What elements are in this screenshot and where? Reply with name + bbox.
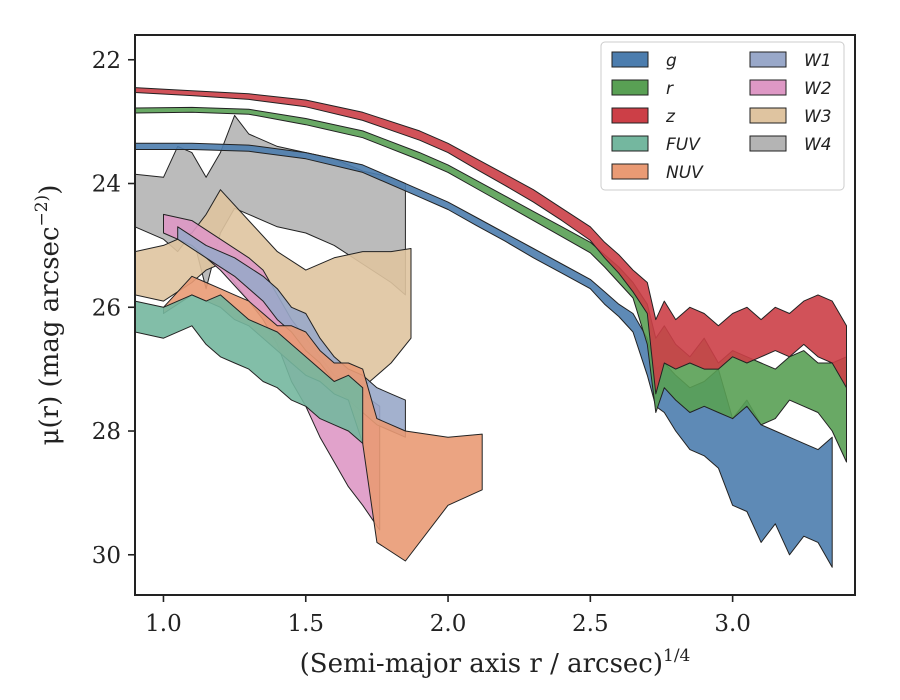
y-axis: 22 24 26 28 30 [92, 48, 135, 569]
legend-swatch-g [611, 51, 649, 68]
x-axis: 1.0 1.5 2.0 2.5 3.0 [145, 595, 751, 637]
band-r [135, 106, 847, 463]
x-axis-title: (Semi-major axis r / arcsec)1/4 [300, 646, 691, 679]
y-tick-label: 26 [92, 295, 121, 321]
legend-swatch-fuv [611, 135, 649, 152]
legend-label-w4: W4 [804, 135, 832, 155]
x-tick-label: 2.5 [572, 611, 609, 637]
x-tick-label: 2.0 [430, 611, 467, 637]
x-tick-label: 1.5 [287, 611, 324, 637]
legend-swatch-w4 [749, 135, 787, 152]
y-tick-label: 28 [92, 419, 121, 445]
legend-swatch-nuv [611, 163, 649, 180]
legend-label-fuv: FUV [666, 135, 701, 155]
band-z [135, 87, 847, 395]
y-tick-label: 22 [92, 48, 121, 74]
legend-swatch-r [611, 79, 649, 96]
legend-label-w1: W1 [804, 51, 832, 71]
legend-label-z: z [665, 107, 676, 127]
legend-label-w3: W3 [804, 107, 832, 127]
band-g [135, 142, 833, 568]
y-axis-title: μ(r) (mag arcsec−2)) [32, 185, 65, 446]
x-tick-label: 1.0 [145, 611, 182, 637]
legend-label-nuv: NUV [666, 163, 704, 183]
band-fuv [135, 294, 364, 444]
y-tick-label: 30 [92, 543, 121, 569]
legend-swatch-w2 [749, 79, 787, 96]
y-tick-label: 24 [92, 172, 121, 198]
plot-frame [134, 34, 856, 596]
band-areas [135, 87, 847, 568]
legend-swatch-w1 [749, 51, 787, 68]
legend-box [600, 41, 845, 191]
legend-swatch-z [611, 107, 649, 124]
legend-label-g: g [666, 51, 677, 71]
legend: grz FUV NUV W1 W2 W3 W4 [600, 41, 845, 191]
x-tick-label: 3.0 [714, 611, 751, 637]
legend-label-w2: W2 [804, 79, 832, 99]
legend-swatch-w3 [749, 107, 787, 124]
legend-label-r: r [666, 79, 674, 99]
